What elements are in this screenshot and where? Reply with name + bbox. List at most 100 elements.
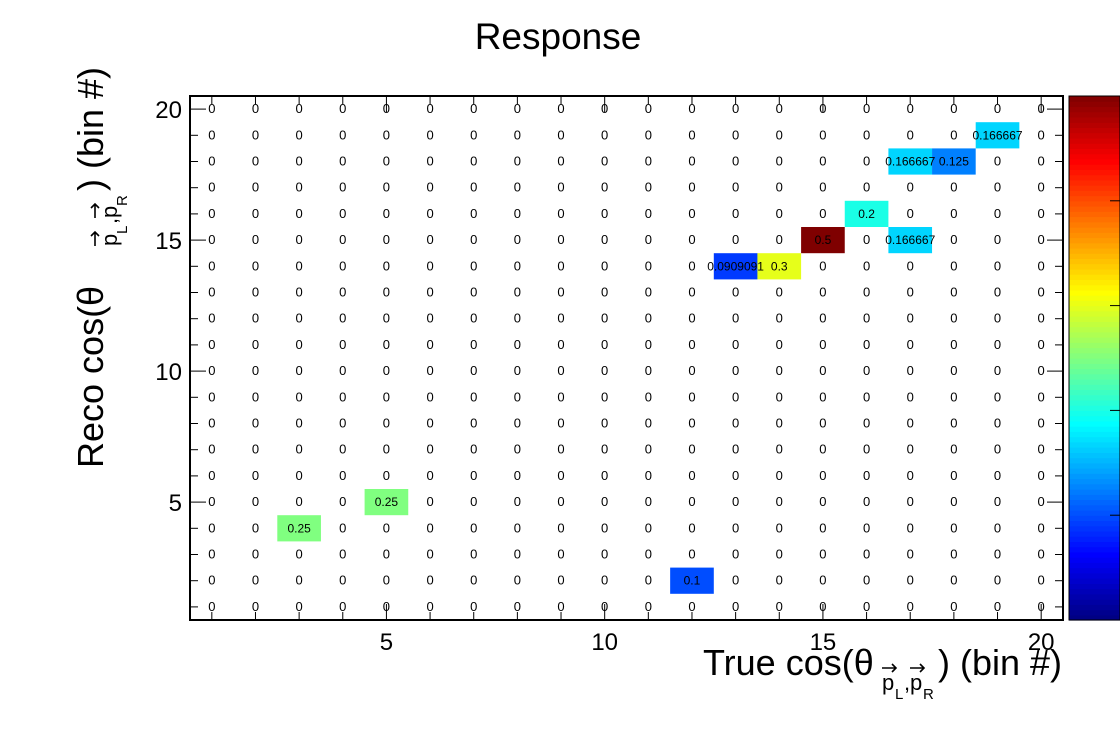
cell-value-label: 0	[339, 311, 346, 326]
cell-value-label: 0	[994, 206, 1001, 221]
cell-value-label: 0	[645, 311, 652, 326]
cell-value-label: 0	[863, 311, 870, 326]
cell-value-label: 0	[950, 258, 957, 273]
cell-value-label: 0	[557, 101, 564, 116]
cell-value-label: 0	[994, 232, 1001, 247]
cell-value-label: 0	[514, 127, 521, 142]
colorbar-segment	[1069, 457, 1120, 464]
colorbar-segment	[1069, 567, 1120, 574]
cell-value-label: 0	[557, 573, 564, 588]
cell-value-label: 0	[426, 389, 433, 404]
cell-value-label: 0	[426, 154, 433, 169]
cell-value-label: 0	[994, 180, 1001, 195]
cell-value-label: 0	[994, 363, 1001, 378]
cell-value-label: 0	[994, 258, 1001, 273]
colorbar-segment	[1069, 143, 1120, 149]
colorbar-segment	[1069, 578, 1120, 584]
cell-value-label: 0	[296, 180, 303, 195]
cell-value-label: 0	[819, 442, 826, 457]
colorbar-segment	[1069, 137, 1120, 144]
cell-value-label: 0	[1038, 180, 1045, 195]
cell-value-label: 0	[470, 442, 477, 457]
cell-value-label: 0	[907, 416, 914, 431]
cell-value-label: 0	[601, 547, 608, 562]
cell-value-label: 0	[819, 285, 826, 300]
colorbar-segment	[1069, 106, 1120, 113]
cell-value-label: 0	[470, 494, 477, 509]
colorbar-segment	[1069, 295, 1120, 301]
colorbar-segment	[1069, 164, 1120, 170]
cell-value-label: 0	[514, 206, 521, 221]
cell-value-label: 0	[557, 337, 564, 352]
colorbar-segment	[1069, 190, 1120, 197]
cell-value-label: 0	[470, 180, 477, 195]
colorbar-segment	[1069, 153, 1120, 160]
cell-value-label: 0	[994, 494, 1001, 509]
colorbar-segment	[1069, 358, 1120, 364]
cell-value-label: 0	[776, 573, 783, 588]
cell-value-label: 0	[645, 180, 652, 195]
colorbar-segment	[1069, 499, 1120, 506]
colorbar-segment	[1069, 211, 1120, 218]
cell-value-label: 0	[514, 311, 521, 326]
cell-value-label: 0	[819, 127, 826, 142]
cell-value-label: 0	[776, 180, 783, 195]
cell-value-label: 0	[208, 101, 215, 116]
cell-value-label: 0	[863, 232, 870, 247]
cell-value-label: 0	[688, 232, 695, 247]
cell-value-label: 0	[688, 520, 695, 535]
cell-value-label: 0	[994, 337, 1001, 352]
colorbar-segment	[1069, 185, 1120, 191]
colorbar-segment	[1069, 483, 1120, 490]
cell-value-label: 0	[296, 311, 303, 326]
colorbar-segment	[1069, 310, 1120, 317]
cell-value-label: 0	[426, 206, 433, 221]
cell-value-label: 0	[601, 180, 608, 195]
cell-value-label: 0	[688, 494, 695, 509]
cell-value-label: 0	[557, 389, 564, 404]
cell-value-label: 0	[950, 468, 957, 483]
cell-value-label: 0	[426, 285, 433, 300]
cell-value-label: 0	[296, 258, 303, 273]
colorbar-segment	[1069, 116, 1120, 123]
heatmap-cell	[277, 515, 321, 542]
cell-value-label: 0	[514, 154, 521, 169]
cell-value-label: 0	[426, 494, 433, 509]
cell-value-label: 0.166667	[885, 233, 935, 247]
cell-value-label: 0	[470, 258, 477, 273]
colorbar-segment	[1069, 447, 1120, 453]
x-tick-label: 10	[591, 629, 618, 656]
cell-value-label: 0	[208, 468, 215, 483]
cell-value-label: 0	[208, 416, 215, 431]
colorbar-segment	[1069, 473, 1120, 480]
cell-value-label: 0	[950, 520, 957, 535]
cell-value-label: 0	[950, 599, 957, 614]
cell-value-label: 0	[557, 311, 564, 326]
cell-value-label: 0.166667	[885, 155, 935, 169]
heatmap-cell	[364, 489, 409, 516]
y-tick-label: 15	[155, 228, 182, 255]
colorbar-segment	[1069, 389, 1120, 396]
colorbar-segment	[1069, 468, 1120, 474]
colorbar-segment	[1069, 478, 1120, 485]
colorbar-segment	[1069, 206, 1120, 212]
colorbar-segment	[1069, 436, 1120, 443]
colorbar-segment	[1069, 373, 1120, 380]
y-axis-label-sub-right: p	[97, 206, 122, 218]
cell-value-label: 0	[950, 389, 957, 404]
cell-value-label: 0	[514, 337, 521, 352]
cell-value-label: 0	[252, 494, 259, 509]
cell-value-label: 0	[907, 285, 914, 300]
cell-value-label: 0	[688, 416, 695, 431]
cell-value-label: 0	[1038, 206, 1045, 221]
colorbar-segment	[1069, 462, 1120, 469]
cell-value-label: 0	[645, 363, 652, 378]
colorbar-segment	[1069, 378, 1120, 385]
colorbar-segment	[1069, 111, 1120, 118]
cell-value-label: 0	[208, 389, 215, 404]
cell-value-label: 0	[645, 389, 652, 404]
cell-value-label: 0	[514, 101, 521, 116]
colorbar-segment	[1069, 342, 1120, 349]
cell-value-label: 0	[339, 416, 346, 431]
cell-value-label: 0	[819, 180, 826, 195]
